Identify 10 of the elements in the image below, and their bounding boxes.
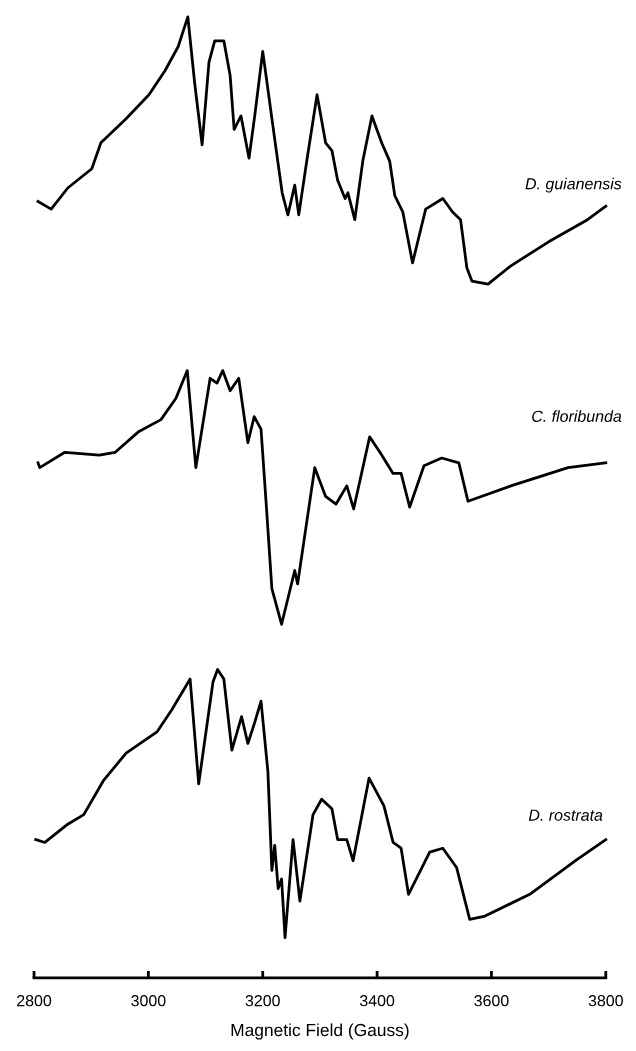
- x-tick-label: 3200: [245, 995, 280, 1007]
- text: C. floribunda: [532, 410, 622, 422]
- x-tick-label: 2800: [17, 995, 52, 1007]
- series-label: D. rostrata: [528, 809, 603, 821]
- series-label: D. guianensis: [525, 177, 622, 193]
- x-axis-title: Magnetic Field (Gauss): [231, 1023, 409, 1040]
- x-tick-label: 3400: [359, 995, 395, 1007]
- x-tick-label: 3600: [474, 995, 509, 1007]
- x-tick-label: 3000: [131, 995, 166, 1007]
- x-tick-label: 3800: [588, 995, 623, 1007]
